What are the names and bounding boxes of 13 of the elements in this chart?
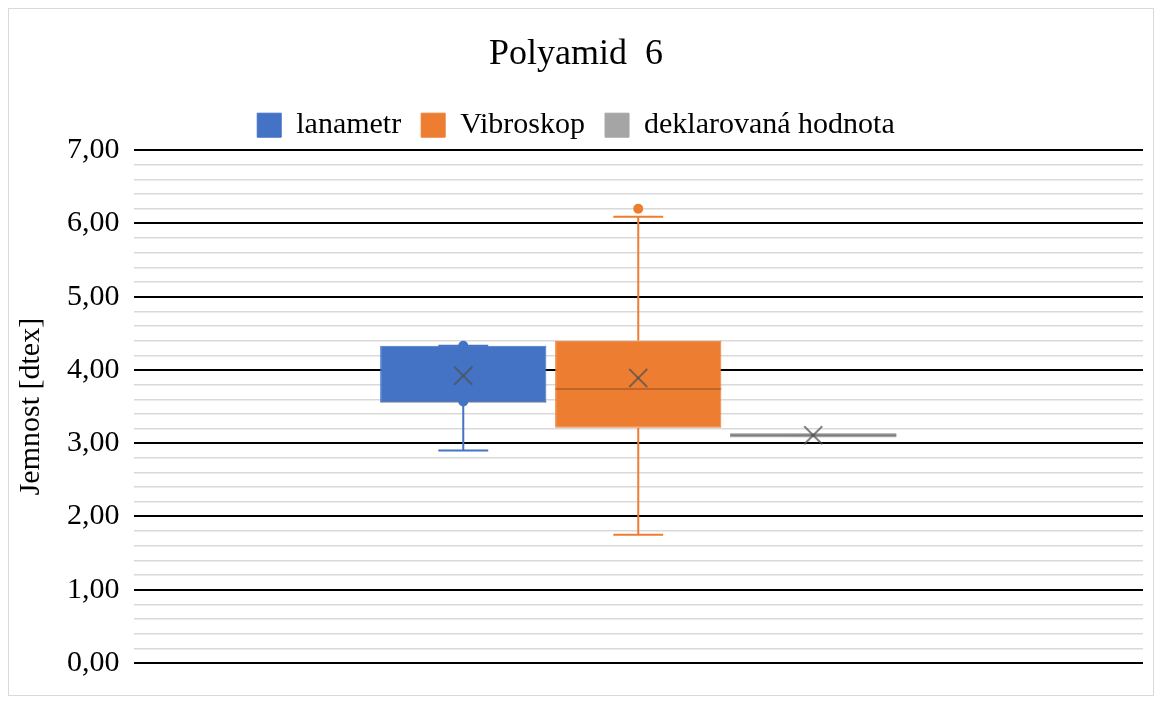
legend-label: deklarovaná hodnota <box>644 106 895 140</box>
y-tick-label: 3,00 <box>67 424 120 458</box>
y-tick-label: 7,00 <box>67 131 120 165</box>
y-tick-label: 5,00 <box>67 277 120 311</box>
legend-label: Vibroskop <box>460 106 586 140</box>
y-tick-label: 2,00 <box>67 497 120 531</box>
y-axis-title: Jemnost [dtex] <box>11 317 45 496</box>
legend-label: lanametr <box>296 106 402 140</box>
chart-title: Polyamid 6 <box>488 32 664 73</box>
y-tick-label: 4,00 <box>67 350 120 384</box>
y-tick-label: 0,00 <box>67 643 120 677</box>
y-tick-label: 1,00 <box>67 570 120 604</box>
y-tick-label: 6,00 <box>67 204 120 238</box>
